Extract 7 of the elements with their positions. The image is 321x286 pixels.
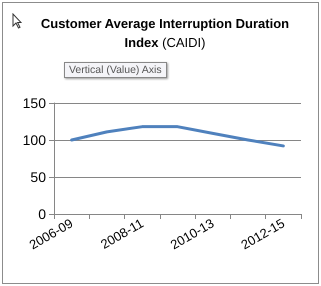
chart-title: Customer Average Interruption Duration Index (CAIDI) [40,16,290,50]
line-series [70,125,285,148]
y-tick-label: 100 [22,132,46,148]
y-tick-label: 150 [22,95,46,111]
y-tick-label: 50 [30,169,46,185]
text: Vertical (Value) Axis [64,62,167,78]
y-tick-label: 0 [38,206,46,222]
